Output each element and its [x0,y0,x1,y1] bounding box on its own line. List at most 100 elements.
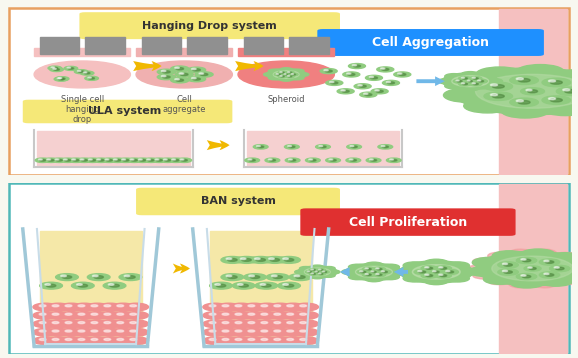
Circle shape [498,262,518,268]
Circle shape [426,275,433,277]
Circle shape [349,274,366,280]
Circle shape [228,276,237,279]
Circle shape [110,284,119,287]
Circle shape [81,159,87,161]
Text: Spheroid: Spheroid [268,95,305,104]
Circle shape [265,158,280,163]
Circle shape [110,158,125,163]
Circle shape [477,80,481,81]
Circle shape [124,303,149,311]
Circle shape [75,70,88,74]
Circle shape [377,67,394,72]
Circle shape [78,305,85,307]
Circle shape [268,76,281,80]
Circle shape [399,73,406,76]
Circle shape [516,64,564,79]
Circle shape [280,311,306,319]
Circle shape [296,73,309,76]
Circle shape [94,276,103,279]
Circle shape [203,337,228,344]
Circle shape [98,320,123,328]
Circle shape [472,257,506,268]
Circle shape [270,258,280,261]
Text: BAN system: BAN system [201,197,276,207]
Circle shape [280,320,306,328]
Circle shape [179,73,184,74]
Circle shape [472,83,475,84]
Circle shape [216,329,241,336]
Circle shape [403,262,427,269]
Circle shape [46,303,71,311]
Circle shape [261,321,268,324]
Circle shape [398,73,402,74]
Circle shape [476,67,524,81]
Circle shape [521,249,555,259]
Circle shape [65,321,72,324]
Circle shape [284,145,299,149]
Circle shape [492,251,526,261]
Circle shape [117,305,124,307]
Circle shape [175,67,179,68]
Circle shape [72,320,97,328]
Circle shape [327,270,340,274]
Circle shape [549,98,555,100]
Circle shape [298,266,337,278]
Circle shape [33,303,58,311]
Circle shape [365,274,368,275]
Circle shape [432,271,436,272]
Circle shape [287,313,294,315]
Circle shape [193,69,201,71]
Circle shape [539,259,560,265]
Circle shape [180,159,184,160]
Circle shape [320,146,326,148]
Circle shape [341,90,345,91]
Circle shape [290,73,298,76]
Circle shape [394,72,411,77]
Circle shape [289,146,295,148]
Ellipse shape [488,274,521,285]
Text: Cell Aggregation: Cell Aggregation [372,36,489,49]
Circle shape [316,271,317,272]
Circle shape [39,305,46,307]
Circle shape [376,90,383,92]
Circle shape [46,320,71,328]
Circle shape [569,92,578,107]
Circle shape [574,80,578,95]
Circle shape [94,158,108,163]
Circle shape [435,273,451,278]
Circle shape [91,330,98,332]
Ellipse shape [554,270,578,279]
Circle shape [295,270,307,274]
Circle shape [469,266,503,276]
Circle shape [318,273,321,274]
Circle shape [365,262,383,268]
Circle shape [326,80,343,86]
Circle shape [72,311,97,319]
Circle shape [242,337,266,344]
Circle shape [254,258,260,260]
Circle shape [65,338,72,340]
Circle shape [294,320,318,328]
Circle shape [317,268,325,271]
Circle shape [248,338,255,340]
Circle shape [80,159,84,160]
Circle shape [291,76,304,80]
Circle shape [113,159,117,160]
Circle shape [268,69,281,73]
Circle shape [477,74,496,79]
Circle shape [360,271,363,272]
Circle shape [130,159,134,160]
Circle shape [369,76,373,78]
Circle shape [161,76,166,77]
Circle shape [268,337,292,344]
Circle shape [256,258,265,261]
Circle shape [562,261,578,271]
Circle shape [92,275,98,277]
Circle shape [448,76,496,90]
Circle shape [381,68,389,71]
Circle shape [222,305,229,307]
Circle shape [78,330,85,332]
Circle shape [60,78,65,79]
Circle shape [72,159,76,160]
Circle shape [288,145,291,146]
